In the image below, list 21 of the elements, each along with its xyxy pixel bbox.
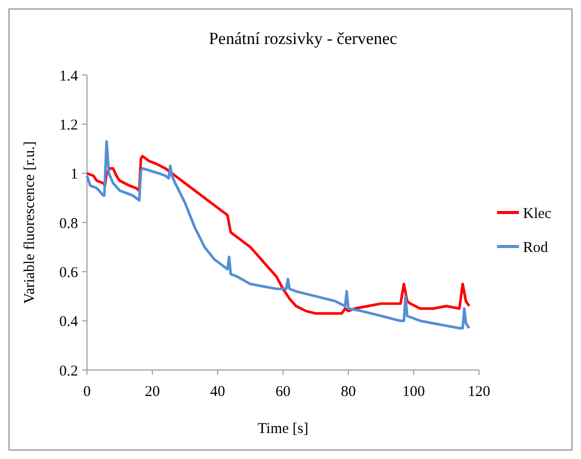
x-axis-title: Time [s]	[258, 421, 308, 437]
x-tick-label: 100	[402, 384, 425, 400]
y-tick-label: 0.4	[59, 314, 78, 330]
x-tick-label: 20	[144, 384, 160, 400]
x-tick-label: 60	[276, 384, 290, 400]
x-tick-label: 0	[83, 384, 91, 400]
line-series	[86, 154, 470, 315]
y-tick-label: 0.6	[59, 264, 78, 281]
y-tick-label: 1.4	[59, 68, 78, 84]
chart-title: Penátní rozsivky - červenec	[208, 29, 398, 48]
legend-label: Rod	[523, 240, 549, 256]
y-tick-label: 0.8	[59, 216, 78, 232]
x-tick-label: 80	[340, 384, 356, 400]
y-tick-label: 1	[70, 166, 78, 183]
x-tick-label: 120	[468, 384, 490, 400]
y-axis-title: Variable fluorescence [r.u.]	[22, 141, 38, 304]
x-tick-label: 40	[210, 384, 226, 400]
y-tick-label: 1.2	[59, 117, 78, 134]
line-series	[86, 140, 470, 330]
legend-label: Klec	[523, 206, 552, 222]
y-tick-label: 0.2	[59, 363, 78, 380]
